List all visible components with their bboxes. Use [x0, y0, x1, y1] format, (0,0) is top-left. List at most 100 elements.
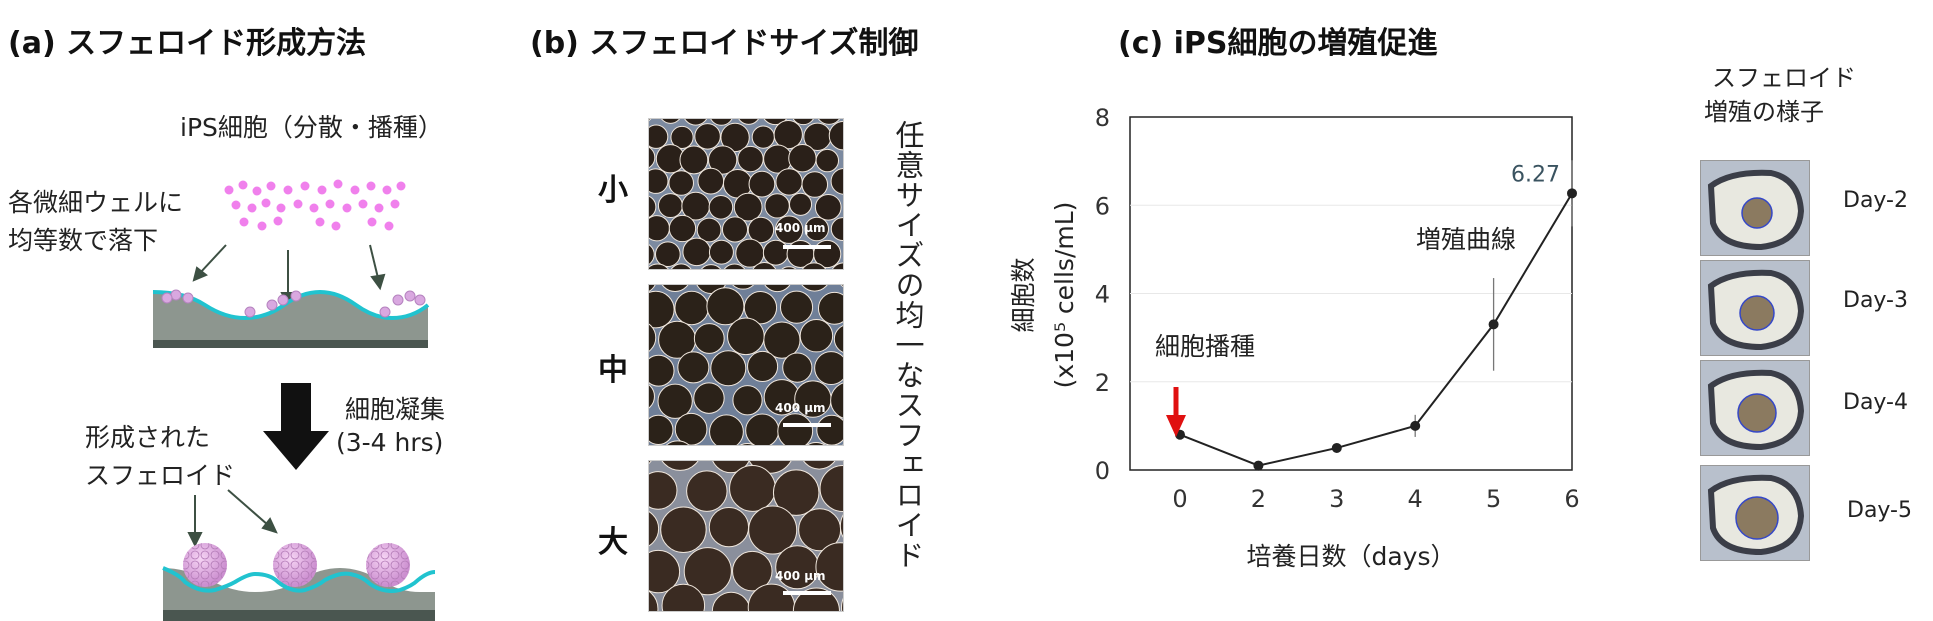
spheroid	[682, 237, 711, 267]
spheroid	[649, 146, 656, 169]
spheroid	[763, 321, 801, 359]
spheroid	[764, 193, 790, 219]
spheroid	[817, 119, 840, 125]
spheroid	[668, 214, 697, 243]
thumb-title-line1: スフェロイド	[1712, 64, 1856, 92]
x-tick-label: 4	[1408, 485, 1423, 513]
spheroid	[700, 264, 722, 269]
spheroid	[748, 505, 798, 555]
spheroid	[803, 461, 836, 470]
data-point	[1488, 319, 1499, 330]
spheroid	[1739, 295, 1775, 331]
spheroid	[709, 414, 744, 445]
spheroid	[781, 266, 797, 269]
scale-bar-label: 400 μm	[775, 401, 826, 415]
spheroid	[649, 323, 657, 352]
spheroid	[830, 217, 843, 241]
day-label: Day-2	[1843, 188, 1908, 213]
y-tick-label: 6	[1095, 192, 1110, 220]
spheroid	[733, 192, 763, 222]
spheroid	[737, 145, 764, 173]
spheroid	[677, 351, 710, 384]
spheroid	[732, 550, 773, 592]
spheroid	[649, 461, 652, 465]
aggregation-arrow	[263, 383, 329, 470]
spheroid	[788, 192, 813, 216]
spheroid	[649, 590, 659, 611]
x-tick-label: 6	[1564, 485, 1579, 513]
y-tick-label: 2	[1095, 369, 1110, 397]
spheroid	[710, 350, 747, 387]
spheroid	[792, 119, 814, 126]
spheroid	[649, 215, 670, 242]
spheroid	[801, 262, 827, 269]
spheroid	[747, 216, 775, 244]
size-label-medium: 中	[598, 353, 628, 388]
spheroid	[649, 195, 657, 218]
micrograph-medium: 400 μm	[648, 284, 844, 446]
spheroid	[777, 413, 814, 445]
size-label-small: 小	[598, 173, 628, 208]
spheroid	[747, 350, 779, 383]
spheroid	[693, 382, 725, 414]
spheroid	[828, 120, 843, 151]
x-tick-label: 0	[1172, 485, 1187, 513]
spheroid	[649, 354, 675, 387]
spheroid	[801, 285, 828, 292]
spheroid	[708, 239, 734, 265]
spheroid	[801, 171, 829, 198]
day-label: Day-5	[1847, 498, 1912, 523]
spheroid	[738, 119, 759, 125]
day-label: Day-4	[1843, 390, 1908, 415]
spheroid	[655, 241, 681, 268]
formation-diagram	[152, 179, 436, 621]
spheroid	[814, 351, 843, 385]
spheroid	[708, 506, 750, 548]
spheroid	[1735, 496, 1779, 540]
drop-label-line1: 各微細ウェルに	[8, 188, 184, 217]
spheroid	[1741, 197, 1773, 229]
spheroid	[649, 244, 655, 265]
spheroid	[817, 291, 843, 325]
spheroid-thumb-day5	[1700, 465, 1810, 561]
spheroid	[708, 194, 734, 220]
drop-label-line2: 均等数で落下	[8, 226, 159, 255]
micrograph-large: 400 μm	[648, 460, 844, 612]
spheroid	[815, 148, 840, 173]
spheroid	[1737, 393, 1777, 433]
scale-bar-label: 400 μm	[775, 221, 826, 235]
spheroid	[839, 514, 843, 538]
spheroid	[657, 193, 683, 219]
spheroid-thumb-day2	[1700, 160, 1810, 256]
x-tick-label: 3	[1329, 485, 1344, 513]
spheroid	[799, 318, 834, 353]
series-line	[1179, 192, 1573, 467]
data-point	[1253, 460, 1264, 471]
spheroid	[661, 285, 689, 292]
day-label: Day-3	[1843, 288, 1908, 313]
spheroid	[773, 119, 803, 150]
spheroid	[830, 382, 843, 419]
scale-bar	[783, 591, 831, 595]
spheroid	[649, 384, 655, 409]
spheroid	[732, 285, 755, 290]
y-tick-label: 0	[1095, 457, 1110, 485]
spheroid	[710, 119, 733, 126]
spheroid	[732, 385, 763, 416]
seeding-label: iPS細胞（分散・播種）	[180, 113, 443, 142]
scale-bar-label: 400 μm	[775, 569, 826, 583]
spheroid	[772, 469, 820, 516]
spheroid	[711, 591, 751, 611]
spheroid	[819, 465, 843, 513]
spheroid	[661, 119, 681, 124]
spheroid	[779, 290, 814, 324]
spheroid	[670, 263, 692, 269]
spheroid	[649, 549, 681, 594]
x-axis-label: 培養日数（days）	[1246, 542, 1455, 571]
spheroid	[683, 547, 732, 596]
spheroid	[679, 145, 709, 175]
spheroid	[748, 170, 776, 198]
uniform-spheroid-caption: 任意サイズの均一なスフェロイド	[891, 120, 925, 570]
spheroid	[649, 119, 652, 122]
spheroid	[739, 443, 756, 445]
